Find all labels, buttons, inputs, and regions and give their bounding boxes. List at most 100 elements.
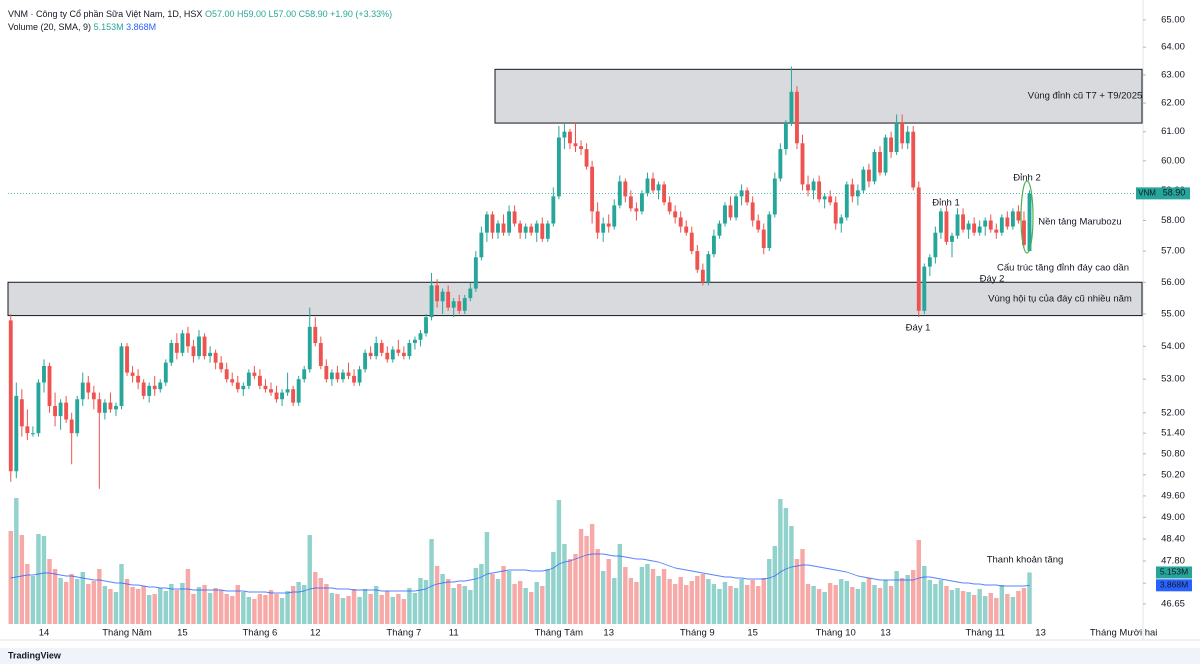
candle-body <box>75 399 80 434</box>
volume-bar <box>822 592 827 624</box>
y-tick-label: 48.40 <box>1161 534 1185 545</box>
candle-body <box>230 379 235 383</box>
candle-body <box>822 196 827 200</box>
candle-body <box>136 375 141 383</box>
y-tick-label: 63.00 <box>1161 69 1185 80</box>
volume-bar <box>180 583 185 624</box>
volume-bar <box>130 587 135 624</box>
x-tick-label: Tháng Mười hai <box>1090 628 1158 639</box>
candle-body <box>850 184 855 197</box>
volume-bar <box>74 579 80 624</box>
volume-bar <box>124 579 130 624</box>
y-tick-label: 61.00 <box>1161 126 1185 137</box>
volume-bar <box>960 591 966 624</box>
volume-bar <box>739 579 744 624</box>
volume-bar <box>91 581 97 624</box>
zone <box>7 281 1143 317</box>
candle-body <box>42 365 46 383</box>
x-tick-label: 13 <box>603 628 614 639</box>
candle-body <box>977 226 982 233</box>
annotation: Thanh khoản tăng <box>987 555 1064 566</box>
candle-body <box>634 208 639 212</box>
candle-body <box>573 143 578 147</box>
volume-bar <box>141 586 146 624</box>
candle-body <box>772 178 777 215</box>
volume-bar <box>512 584 517 624</box>
price-tag-symbol-box <box>1136 187 1158 200</box>
y-tick-label: 54.00 <box>1161 341 1185 352</box>
candle-body <box>114 405 118 410</box>
candle-body <box>662 184 667 203</box>
volume-bar <box>650 569 656 624</box>
candle-body <box>961 214 965 230</box>
candle-body <box>988 220 993 230</box>
volume-bar <box>528 592 534 624</box>
candle-body <box>922 266 927 311</box>
volume-bar <box>800 549 805 624</box>
volume-tag: 5.153M <box>1160 567 1188 577</box>
x-tick-label: Tháng 9 <box>680 628 715 639</box>
volume-bar <box>506 571 512 624</box>
candle-body <box>684 226 689 233</box>
candle-body <box>706 254 711 283</box>
volume-bar <box>789 526 794 624</box>
footer-bar <box>0 648 1200 664</box>
x-tick-label: 12 <box>310 628 321 639</box>
candle-body <box>717 223 722 236</box>
volume-bar <box>684 585 689 624</box>
volume-bar <box>14 498 19 624</box>
candle-body <box>274 392 279 400</box>
legend: VNM · Công ty Cổ phần Sữa Việt Nam, 1D, … <box>8 9 392 19</box>
volume-bar <box>988 593 993 624</box>
candle-body <box>1016 211 1021 221</box>
candle-body <box>307 326 312 370</box>
candle-body <box>540 223 545 239</box>
candle-body <box>462 298 467 311</box>
candle-body <box>667 202 672 212</box>
volume-bar <box>462 586 467 624</box>
candle-body <box>938 211 943 233</box>
volume-bar <box>119 564 124 624</box>
price-tag-price: 58.90 <box>1163 188 1186 198</box>
volume-bar <box>567 559 573 624</box>
candle-body <box>352 375 356 383</box>
candle-body <box>789 91 794 124</box>
volume-bar <box>368 594 373 624</box>
candle-body <box>734 196 738 218</box>
candle-body <box>905 131 910 144</box>
volume-bar <box>434 566 440 624</box>
volume-bar <box>556 500 562 624</box>
candle-body <box>224 369 229 380</box>
volume-bar <box>8 531 13 624</box>
candle-body <box>36 382 41 434</box>
legend-low: L57.00 <box>269 9 297 19</box>
candle-body <box>484 214 489 233</box>
volume-bar <box>617 544 623 624</box>
candle-body <box>1027 193 1032 252</box>
volume-bar <box>202 585 207 624</box>
zone-label: Vùng hội tụ của đáy cũ nhiều năm <box>988 293 1132 304</box>
candle-body <box>617 181 622 206</box>
candle-body <box>202 336 207 357</box>
volume-sma-line <box>10 553 1030 594</box>
candle-body <box>108 402 113 410</box>
annotation: Đỉnh 1 <box>932 198 959 209</box>
candle-body <box>872 152 877 182</box>
volume-bar <box>1016 591 1021 624</box>
volume-bar <box>805 584 811 624</box>
volume-bar <box>241 592 246 624</box>
volume-bar <box>357 597 362 624</box>
candle-body <box>501 223 506 233</box>
volume-bar <box>717 589 722 624</box>
candle-body <box>252 372 257 376</box>
x-tick-label: 13 <box>1035 628 1046 639</box>
candle-body <box>844 184 849 218</box>
candle-body <box>645 178 650 194</box>
candle-body <box>955 214 960 236</box>
candle-body <box>119 346 124 406</box>
volume-bar <box>285 591 290 624</box>
candle-body <box>396 349 401 353</box>
annotation: Đỉnh 2 <box>1013 173 1040 184</box>
